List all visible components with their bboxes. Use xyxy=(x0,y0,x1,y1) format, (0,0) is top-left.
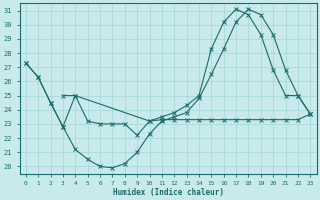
X-axis label: Humidex (Indice chaleur): Humidex (Indice chaleur) xyxy=(113,188,224,197)
